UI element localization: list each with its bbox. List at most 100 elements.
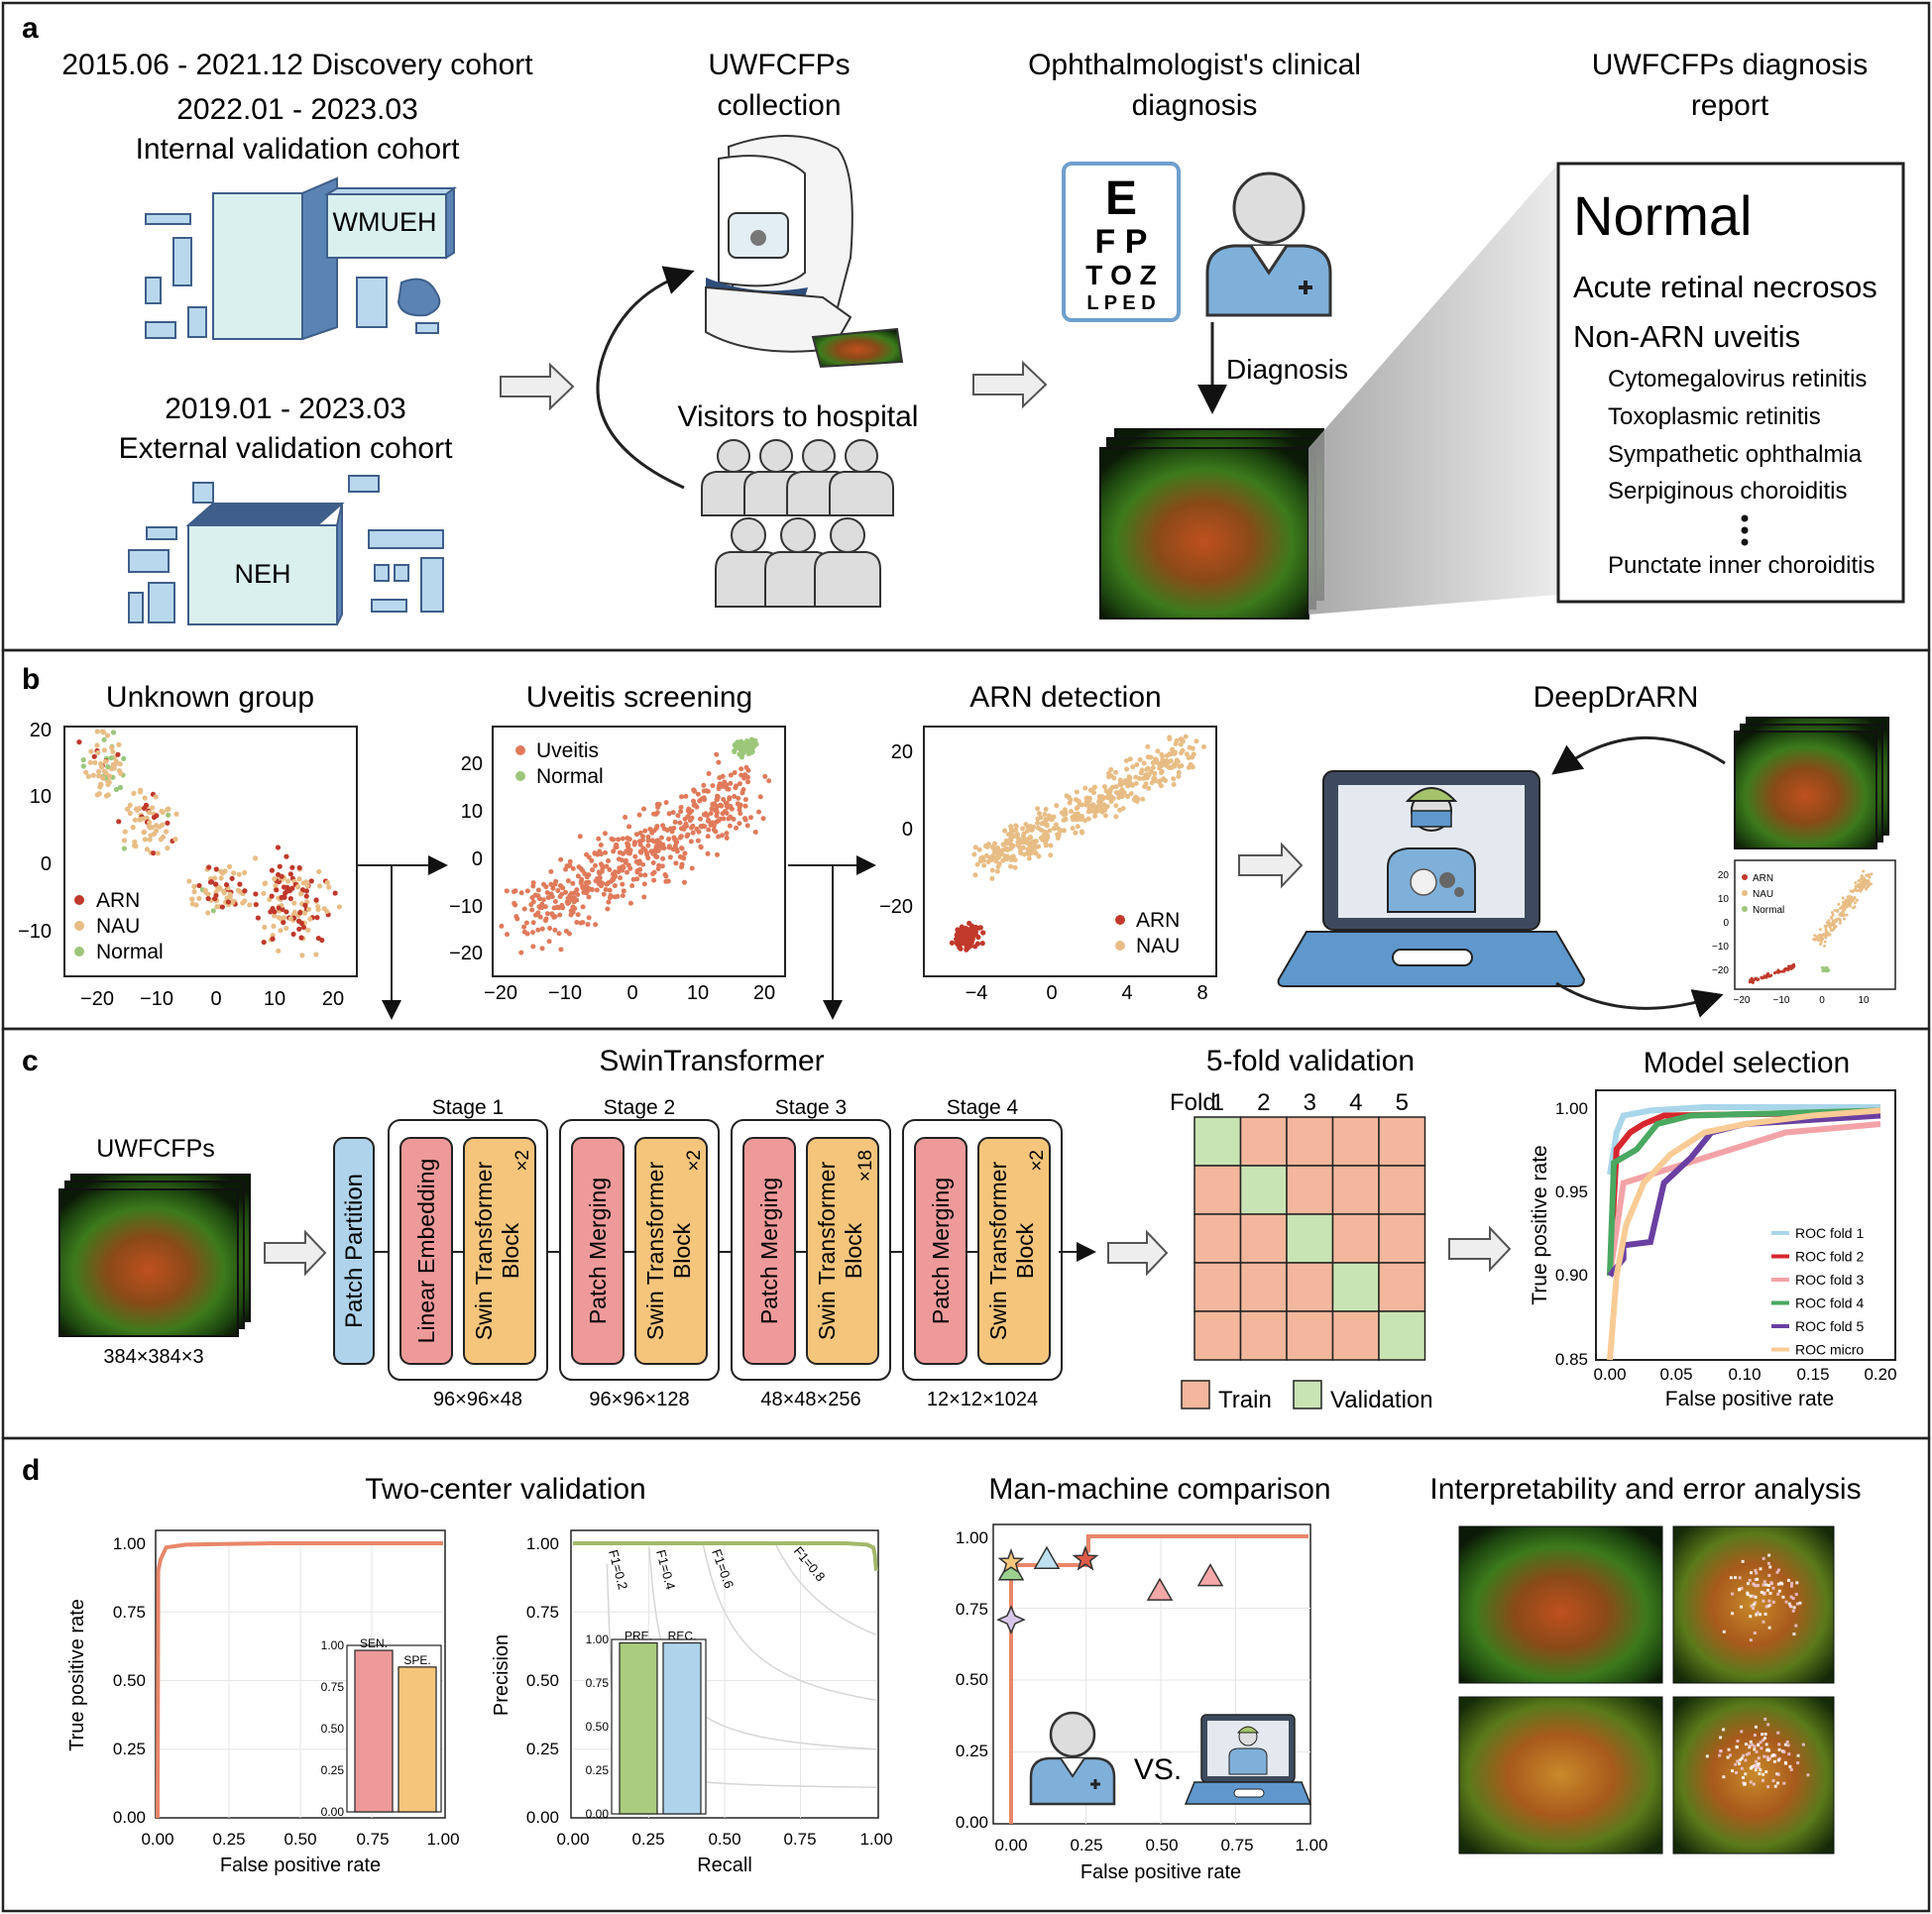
scatter-point bbox=[642, 828, 648, 834]
scatter-point bbox=[230, 900, 236, 906]
scatter-point bbox=[231, 870, 237, 876]
heat-speck bbox=[1781, 1595, 1785, 1599]
scatter-point bbox=[308, 878, 314, 884]
heat-speck bbox=[1744, 1772, 1748, 1776]
heat-speck bbox=[1755, 1613, 1759, 1617]
legend-label: ROC fold 3 bbox=[1795, 1272, 1864, 1288]
scatter-point bbox=[586, 854, 592, 860]
heat-speck bbox=[1776, 1582, 1780, 1586]
scatter-point bbox=[277, 863, 283, 869]
tick-label: 20 bbox=[891, 741, 913, 763]
scatter-point bbox=[1035, 820, 1041, 826]
scatter-point bbox=[724, 803, 730, 809]
scatter-point bbox=[1174, 757, 1180, 763]
scatter-point bbox=[1200, 743, 1206, 749]
scatter-point bbox=[1035, 816, 1041, 822]
scatter-point bbox=[205, 910, 211, 916]
scatter-point bbox=[1020, 826, 1026, 832]
legend-label: Normal bbox=[536, 765, 604, 788]
scatter-point bbox=[645, 838, 651, 844]
scatter-point bbox=[1124, 766, 1130, 772]
scatter-point bbox=[724, 810, 730, 816]
scatter-point bbox=[103, 770, 109, 776]
scatter-point bbox=[1053, 822, 1059, 828]
scatter-point bbox=[206, 864, 212, 870]
legend-dot-normal bbox=[1742, 906, 1748, 912]
scatter-point bbox=[1792, 962, 1796, 966]
scatter-point bbox=[1008, 838, 1014, 844]
heat-speck bbox=[1751, 1743, 1755, 1746]
scatter-point bbox=[626, 837, 632, 843]
scatter-point bbox=[651, 828, 657, 834]
scatter-point bbox=[210, 908, 216, 914]
scatter-point bbox=[954, 932, 961, 938]
scatter-point bbox=[225, 899, 231, 905]
legend-label: NAU bbox=[1753, 889, 1773, 900]
scatter-point bbox=[544, 890, 550, 896]
heat-speck bbox=[1754, 1764, 1758, 1768]
scatter-point bbox=[283, 890, 288, 896]
stage-block-label: Swin Transformer bbox=[471, 1162, 497, 1341]
scatter-point bbox=[734, 825, 739, 831]
scatter-point bbox=[586, 915, 592, 921]
scatter-point bbox=[716, 759, 722, 765]
report-item: Cytomegalovirus retinitis bbox=[1608, 366, 1867, 393]
heat-speck bbox=[1752, 1782, 1756, 1786]
scatter-point bbox=[661, 845, 667, 851]
scatter-point bbox=[1171, 782, 1177, 788]
scatter-point bbox=[705, 834, 711, 840]
fold-cell bbox=[1378, 1116, 1426, 1167]
scatter-point bbox=[530, 920, 536, 926]
scatter-point bbox=[83, 769, 89, 775]
scatter-point bbox=[512, 902, 518, 908]
legend-label: Normal bbox=[1753, 905, 1784, 916]
inset-tick: 0.75 bbox=[586, 1676, 610, 1690]
scatter-point bbox=[1867, 880, 1871, 884]
scatter-point bbox=[103, 758, 109, 764]
scatter-point bbox=[1843, 901, 1847, 905]
scatter-point bbox=[620, 836, 625, 842]
scatter-point bbox=[253, 891, 259, 897]
scatter-point bbox=[272, 913, 278, 919]
heat-speck bbox=[1767, 1599, 1771, 1603]
scatter-point bbox=[549, 911, 555, 917]
scatter-point bbox=[1813, 934, 1817, 938]
scatter-point bbox=[598, 861, 604, 867]
fundus-heatmap-image bbox=[1672, 1696, 1835, 1855]
report-item: Serpiginous choroiditis bbox=[1608, 478, 1847, 505]
legend-swatch-train bbox=[1181, 1380, 1210, 1409]
inset-bar bbox=[619, 1641, 658, 1815]
scatter-point bbox=[1845, 913, 1849, 917]
legend-dot-uveitis bbox=[515, 745, 525, 755]
scatter-point bbox=[957, 939, 963, 945]
scatter-point bbox=[1108, 767, 1114, 773]
tick-label: 0.50 bbox=[1145, 1836, 1178, 1855]
tick-label: −20 bbox=[879, 896, 913, 918]
scatter-point bbox=[592, 862, 598, 868]
scatter-point bbox=[1829, 929, 1833, 933]
scatter-point bbox=[629, 883, 635, 889]
legend-dot-normal bbox=[515, 771, 525, 781]
fold-cell bbox=[1193, 1262, 1242, 1312]
scatter-point bbox=[300, 924, 307, 931]
scatter-point bbox=[631, 842, 637, 847]
scatter-point bbox=[272, 875, 278, 882]
scatter-point bbox=[736, 795, 741, 801]
fold-cell bbox=[1239, 1116, 1288, 1167]
roc-legend: ROC fold 1 ROC fold 2 ROC fold 3 ROC fold 4… bbox=[1771, 1225, 1864, 1358]
scatter-point bbox=[253, 901, 259, 908]
scatter-point bbox=[583, 880, 589, 886]
scatter-point bbox=[686, 806, 692, 812]
scatter-point bbox=[127, 802, 133, 808]
cycle-arrow-icon bbox=[1551, 736, 1726, 775]
scatter-point bbox=[1858, 888, 1862, 892]
scatter-point bbox=[173, 811, 179, 817]
scatter-point bbox=[1120, 806, 1126, 812]
heat-speck bbox=[1752, 1582, 1756, 1586]
scatter-point bbox=[708, 811, 714, 817]
scatter-point bbox=[1854, 884, 1858, 888]
legend-train: Train bbox=[1218, 1387, 1272, 1413]
scatter-point bbox=[597, 875, 603, 881]
scatter-point bbox=[1134, 761, 1140, 767]
scatter-point bbox=[1118, 782, 1124, 788]
